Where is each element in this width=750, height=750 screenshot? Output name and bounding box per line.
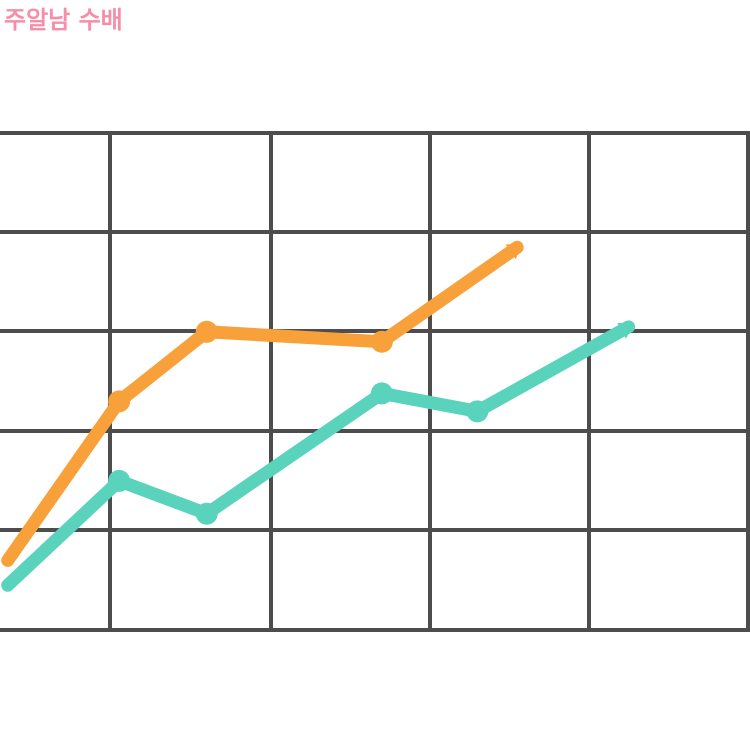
series-2 [1,320,636,592]
data-point [108,390,131,413]
data-point [370,330,393,353]
series-line [1,320,636,592]
chart-title: 주알남 수배 [4,6,123,34]
data-point [370,382,393,405]
data-point [195,502,218,525]
data-point [466,400,489,423]
arrow-head [617,322,634,339]
data-point [108,469,131,492]
arrow-head [505,243,523,260]
series-layer [1,240,636,592]
data-point [195,320,218,343]
series-1 [1,240,524,567]
grid [0,131,750,632]
